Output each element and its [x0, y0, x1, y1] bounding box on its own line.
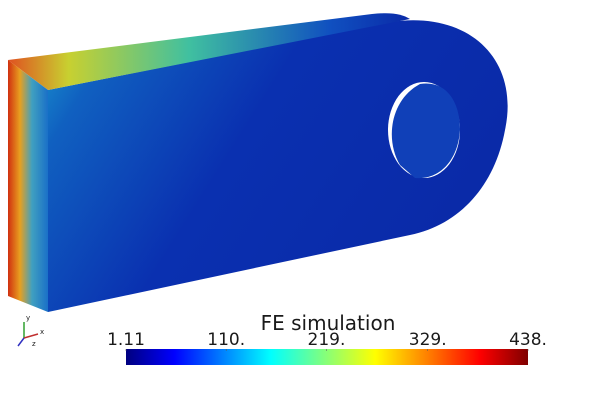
colorbar-tick-label: 329. — [409, 330, 447, 350]
z-axis-arrow — [17, 337, 25, 347]
axis-label: y — [26, 314, 30, 322]
top-face — [8, 13, 410, 90]
axes-triad: x y z — [17, 314, 44, 348]
colorbar-tick-label: 1.11 — [107, 330, 145, 350]
front-face — [8, 60, 48, 312]
colorbar-tick-label: 219. — [308, 330, 346, 350]
colorbar-tick-label: 110. — [207, 330, 245, 350]
colorbar: FE simulation 1.11 110. 219. 329. 438. — [107, 311, 547, 365]
x-axis-arrow — [23, 333, 39, 339]
colorbar-tick-label: 438. — [509, 330, 547, 350]
side-face — [48, 20, 508, 313]
fe-model — [8, 13, 508, 313]
colorbar-gradient — [126, 349, 528, 365]
axis-label: z — [32, 340, 36, 348]
hole-inner — [391, 83, 460, 179]
axis-label: x — [40, 328, 44, 336]
colorbar-title: FE simulation — [261, 311, 396, 335]
